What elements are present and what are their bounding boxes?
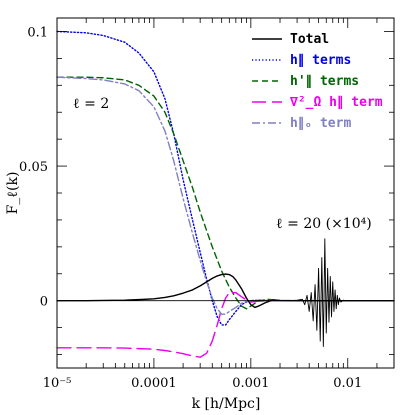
annotation-ell-20: ℓ = 20 (×10⁴) [276, 216, 372, 232]
y-axis-title: F_ℓ(k) [5, 172, 21, 215]
series-line-5 [56, 273, 395, 309]
legend-label: h∥ terms [290, 53, 351, 68]
x-tick-label: 0.0001 [131, 376, 177, 391]
series-line-2 [56, 76, 395, 310]
x-tick-label: 0.001 [232, 376, 269, 391]
x-tick-label: 0.01 [333, 376, 362, 391]
series-line-6 [250, 238, 395, 347]
series-line-4 [56, 76, 395, 315]
x-axis-title: k [h/Mpc] [192, 396, 261, 412]
legend: Total h∥ terms h'∥ terms ∇²_Ω h∥ term h∥ₒ te… [252, 32, 383, 131]
axis-ticks: 10⁻⁵ 0.0001 0.001 0.01 0 0.05 0.1 [19, 18, 395, 391]
legend-label: h'∥ terms [290, 74, 359, 89]
legend-label: ∇²_Ω h∥ term [289, 95, 383, 110]
y-tick-label: 0.1 [27, 25, 48, 40]
x-tick-label: 10⁻⁵ [43, 376, 72, 391]
y-tick-label: 0.05 [19, 160, 48, 175]
y-tick-label: 0 [40, 295, 48, 310]
plot-frame [56, 17, 395, 369]
legend-label: h∥ₒ term [290, 116, 351, 131]
legend-label: Total [290, 32, 329, 47]
annotation-ell-2: ℓ = 2 [73, 96, 109, 112]
